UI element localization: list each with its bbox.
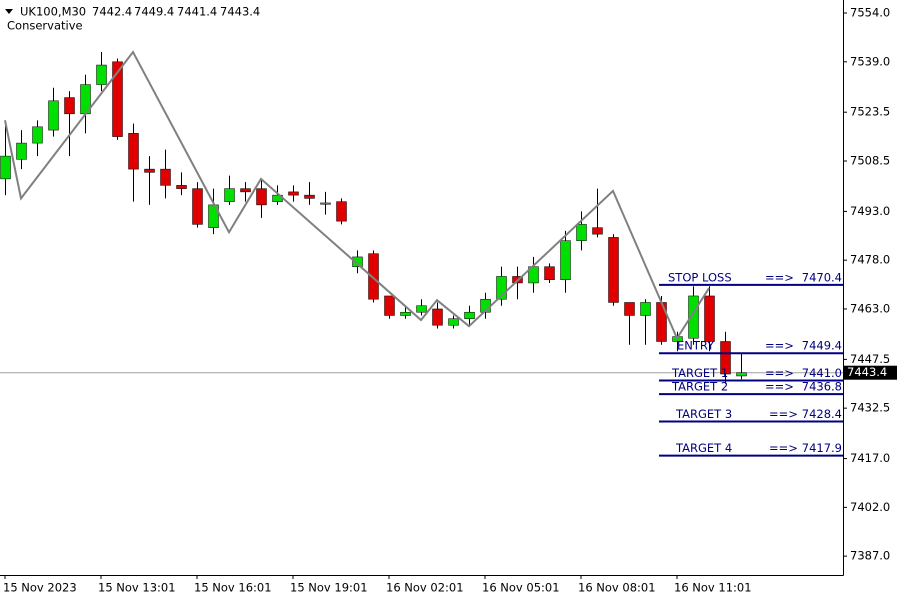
y-tick-label: 7463.0 (850, 301, 890, 315)
level-arrow: ==> (765, 380, 794, 394)
candle-up (32, 126, 43, 144)
zigzag-line (4, 50, 710, 341)
candle-up (400, 311, 411, 316)
menu-triangle (5, 9, 13, 14)
level-name: TARGET 1 (671, 366, 728, 380)
price-label: 7443.4 (847, 365, 887, 379)
candle-up (736, 372, 747, 377)
level-arrow: ==> (769, 407, 798, 421)
candle-up (352, 256, 363, 267)
level-name: STOP LOSS (668, 270, 732, 284)
level-value: 7449.4 (802, 339, 842, 353)
candle-up (560, 240, 571, 280)
symbol: UK100,M30 (20, 5, 86, 19)
y-tick-label: 7539.0 (850, 54, 890, 68)
price-label-box (843, 365, 897, 380)
candle-down (592, 227, 603, 235)
level-name: TARGET 3 (675, 407, 732, 421)
level-arrow: ==> (765, 339, 794, 353)
level-arrow: ==> (769, 441, 798, 455)
level-arrow: ==> (765, 270, 794, 284)
candle-down (544, 266, 555, 280)
candle-up (416, 305, 427, 313)
candle-down (288, 191, 299, 196)
candle-down (336, 201, 347, 222)
y-tick-label: 7402.0 (850, 500, 890, 514)
y-tick-label: 7523.5 (850, 105, 890, 119)
header-close: 7443.4 (220, 5, 260, 19)
x-tick-label: 16 Nov 08:01 (578, 581, 656, 595)
y-tick-label: 7508.5 (850, 153, 890, 167)
candle-up (576, 224, 587, 241)
candle-up (224, 188, 235, 202)
header-open: 7442.4 (92, 5, 132, 19)
candle-down (160, 168, 171, 186)
level-value: 7428.4 (802, 407, 842, 421)
candle-up (640, 302, 651, 316)
indicator-name: Conservative (7, 19, 83, 33)
level-name: TARGET 4 (675, 441, 732, 455)
candle-up (96, 64, 107, 85)
level-value: 7470.4 (802, 270, 842, 284)
header-low: 7441.4 (177, 5, 217, 19)
candle-up (16, 142, 27, 160)
candle-down (720, 341, 731, 375)
candle-up (688, 295, 699, 339)
y-tick-label: 7447.5 (850, 352, 890, 366)
candle-down (128, 133, 139, 170)
candle-down (144, 168, 155, 173)
candle-up (448, 318, 459, 326)
level-arrow: ==> (765, 366, 794, 380)
candle-down (432, 308, 443, 326)
y-tick-label: 7387.0 (850, 549, 890, 563)
level-value: 7436.8 (802, 380, 842, 394)
y-tick-label: 7493.0 (850, 204, 890, 218)
x-tick-label: 16 Nov 11:01 (674, 581, 752, 595)
x-tick-label: 16 Nov 02:01 (386, 581, 464, 595)
candle-down (176, 185, 187, 189)
candle-down (368, 253, 379, 300)
candle-up (48, 100, 59, 131)
x-tick-label: 15 Nov 16:01 (194, 581, 272, 595)
candle-down (192, 188, 203, 225)
level-value: 7417.9 (802, 441, 842, 455)
candle-down (240, 188, 251, 193)
candle-up (496, 276, 507, 300)
level-value: 7441.0 (802, 366, 842, 380)
candle-down (304, 194, 315, 199)
y-tick-label: 7554.0 (850, 6, 890, 20)
header-high: 7449.4 (134, 5, 174, 19)
candle-down (64, 97, 75, 115)
candle-down (704, 295, 715, 342)
x-tick-label: 15 Nov 13:01 (98, 581, 176, 595)
candle-up (464, 311, 475, 319)
x-tick-label: 15 Nov 19:01 (290, 581, 368, 595)
level-name: TARGET 2 (671, 380, 728, 394)
level-name: ENTRY (677, 339, 715, 353)
candle-up (320, 202, 331, 205)
x-tick-label: 16 Nov 05:01 (482, 581, 560, 595)
candle-down (624, 302, 635, 316)
y-tick-label: 7432.5 (850, 401, 890, 415)
candle-down (384, 295, 395, 316)
y-tick-label: 7417.0 (850, 451, 890, 465)
x-tick-label: 15 Nov 2023 (3, 581, 77, 595)
candle-down (608, 237, 619, 303)
candle-down (256, 188, 267, 206)
candle-up (0, 155, 11, 180)
y-tick-label: 7478.0 (850, 253, 890, 267)
candle-down (112, 61, 123, 137)
